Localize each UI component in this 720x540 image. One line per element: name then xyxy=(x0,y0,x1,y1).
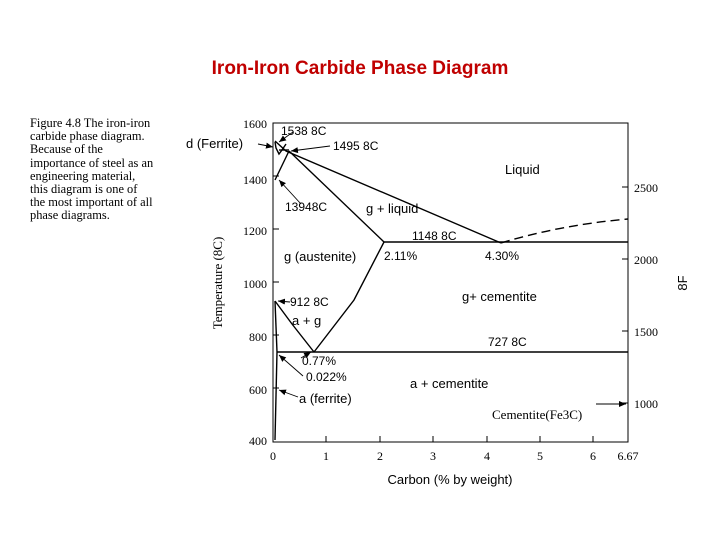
y-tick-label: 1400 xyxy=(243,173,267,187)
x-tick-label: 4 xyxy=(484,449,490,463)
arrow-1495 xyxy=(290,145,331,154)
label-912: 912 8C xyxy=(290,295,329,309)
caption-line: importance of steel as an xyxy=(30,155,154,170)
label-alpha-ferrite: a (ferrite) xyxy=(299,391,352,406)
label-cementite: Cementite(Fe3C) xyxy=(492,407,582,422)
label-gamma-liquid: g + liquid xyxy=(366,201,418,216)
liquidus-left xyxy=(274,140,502,244)
a3-line xyxy=(274,300,315,353)
x-tick-label: 6 xyxy=(590,449,596,463)
page-title: Iron-Iron Carbide Phase Diagram xyxy=(211,58,509,79)
label-austenite: g (austenite) xyxy=(284,249,356,264)
caption-line: this diagram is one of xyxy=(30,182,138,197)
label-0-77: 0.77% xyxy=(302,354,336,368)
label-alpha-cementite: a + cementite xyxy=(410,376,488,391)
y-tick-label: 400 xyxy=(249,434,267,448)
f-tick-label: 1000 xyxy=(634,397,658,411)
pointer-arrows xyxy=(257,131,626,407)
label-1394: 13948C xyxy=(285,200,327,214)
arrow-077 xyxy=(300,351,312,359)
figure-caption: Figure 4.8 The iron-iron carbide phase d… xyxy=(30,116,190,223)
label-0-022: 0.022% xyxy=(306,370,347,384)
label-delta-ferrite: d (Ferrite) xyxy=(186,136,243,151)
arrow-ferrite xyxy=(278,389,299,398)
caption-line: carbide phase diagram. xyxy=(30,129,145,144)
gamma-delta-boundary xyxy=(274,150,290,181)
arrow-delta xyxy=(257,142,274,149)
y-tick-label: 1600 xyxy=(243,117,267,131)
label-liquid: Liquid xyxy=(505,162,540,177)
arrow-1394 xyxy=(278,179,302,205)
x-tick-label: 1 xyxy=(323,449,329,463)
x-tick-label: 5 xyxy=(537,449,543,463)
y-tick-labels: 1600 1400 1200 1000 800 600 400 xyxy=(243,117,267,448)
f-tick-labels: 2500 2000 1500 1000 xyxy=(634,181,658,411)
acm-line xyxy=(313,241,385,353)
label-2-11: 2.11% xyxy=(384,249,417,263)
y-tick-label: 800 xyxy=(249,330,267,344)
x-axis-ticks xyxy=(325,436,594,442)
label-1538: 1538 8C xyxy=(281,124,327,138)
diagram-labels: 1538 8C d (Ferrite) 1495 8C Liquid 13948… xyxy=(186,124,582,422)
f-tick-label: 1500 xyxy=(634,325,658,339)
label-4-30: 4.30% xyxy=(485,249,519,263)
caption-line: Figure 4.8 The iron-iron xyxy=(30,116,151,130)
label-gamma-cementite: g+ cementite xyxy=(462,289,537,304)
y-tick-label: 1000 xyxy=(243,277,267,291)
alpha-solvus xyxy=(274,300,278,353)
x-tick-label: 3 xyxy=(430,449,436,463)
y-axis-ticks xyxy=(273,122,279,389)
label-1148: 1148 8C xyxy=(412,229,457,243)
right-axis-title: 8F xyxy=(675,275,690,290)
x-axis-title: Carbon (% by weight) xyxy=(388,472,513,487)
x-tick-label: 2 xyxy=(377,449,383,463)
y-tick-label: 1200 xyxy=(243,224,267,238)
arrow-0022 xyxy=(278,354,304,377)
caption-line: Because of the xyxy=(30,142,103,157)
x-tick-label: 6.67 xyxy=(618,449,639,463)
alpha-solubility xyxy=(274,351,278,441)
solidus xyxy=(288,150,385,243)
y-tick-label: 600 xyxy=(249,383,267,397)
x-tick-labels: 0 1 2 3 4 5 6 6.67 xyxy=(270,449,639,463)
arrow-912 xyxy=(277,298,291,305)
y-axis-title: Temperature (8C) xyxy=(210,237,225,330)
x-tick-label: 0 xyxy=(270,449,276,463)
caption-line: phase diagrams. xyxy=(30,208,110,223)
label-1495: 1495 8C xyxy=(333,139,379,153)
delta-region xyxy=(274,141,287,156)
caption-line: engineering material, xyxy=(30,168,136,183)
liquidus-right-dashed xyxy=(500,218,629,244)
f-tick-label: 2000 xyxy=(634,253,658,267)
f-tick-label: 2500 xyxy=(634,181,658,195)
arrow-1538 xyxy=(278,131,294,143)
caption-line: the most important of all xyxy=(30,195,153,210)
label-727: 727 8C xyxy=(488,335,527,349)
label-alpha-gamma: a + g xyxy=(292,313,321,328)
